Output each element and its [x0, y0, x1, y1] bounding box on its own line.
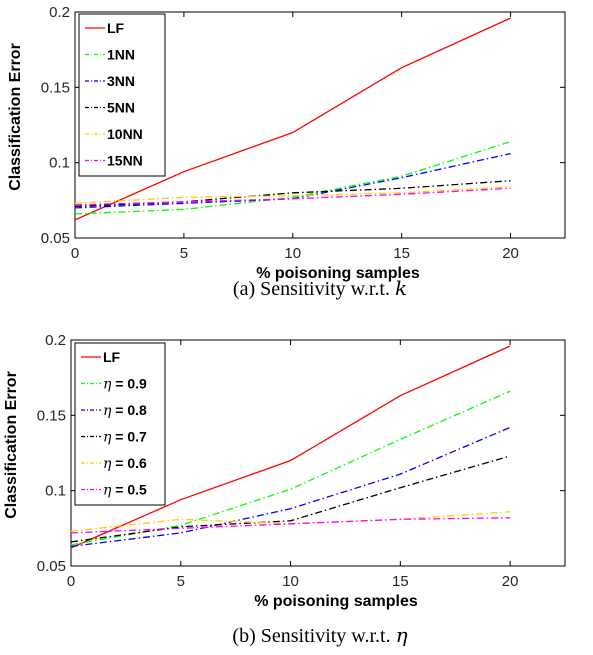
series-line-4 — [70, 511, 511, 532]
legend-label-text: 15NN — [107, 153, 143, 169]
x-tick-label: 20 — [502, 245, 519, 262]
series-line-5 — [70, 517, 511, 534]
chart-panel-a: 0 5 10 15 20 0.05 0.1 0.15 0.2 % poisoning sample… — [7, 4, 566, 282]
caption-text: (b) Sensitivity w.r.t. — [232, 625, 395, 647]
legend-label-5: η = 0.5 — [103, 482, 147, 499]
x-tick-label: 0 — [67, 573, 75, 590]
y-axis-title: Classification Error — [3, 371, 20, 519]
x-axis-title: % poisoning samples — [254, 593, 418, 610]
y-tick-label: 0.05 — [37, 558, 66, 575]
x-tick-label: 15 — [392, 573, 409, 590]
legend-label-0: LF — [107, 20, 125, 36]
caption-text: (a) Sensitivity w.r.t. — [233, 278, 395, 300]
series-line-1 — [74, 140, 511, 215]
plot-area-frame — [74, 11, 566, 239]
legend-symbol: η — [103, 456, 112, 472]
series-line-4 — [74, 186, 511, 204]
legend-symbol: η — [103, 430, 112, 446]
x-tick-label: 5 — [180, 245, 188, 262]
legend-label-4: η = 0.6 — [103, 455, 147, 472]
y-tick-label: 0.2 — [45, 332, 66, 349]
series-line-3 — [74, 180, 511, 208]
legend-symbol: η — [103, 483, 112, 499]
y-tick-label: 0.2 — [49, 4, 70, 21]
x-tick-label: 5 — [177, 573, 185, 590]
legend-label-1: η = 0.9 — [103, 376, 147, 393]
legend-label-5: 15NN — [107, 153, 143, 169]
legend: LF 1NN 3NN 5NN 10NN 15NN — [78, 13, 166, 177]
caption-symbol: k — [395, 276, 407, 300]
legend-label-text: 1NN — [107, 47, 135, 63]
y-tick-label: 0.1 — [45, 483, 66, 500]
legend-label-text: LF — [107, 20, 125, 36]
legend-label-text: = 0.8 — [111, 402, 147, 418]
x-tick-label: 15 — [393, 245, 410, 262]
x-tick-label: 20 — [502, 573, 519, 590]
legend-label-2: 3NN — [107, 73, 135, 89]
legend-label-text: = 0.6 — [111, 455, 147, 471]
plot-area-frame — [70, 339, 566, 567]
y-tick-label: 0.05 — [41, 230, 70, 247]
figure-caption-a: (a) Sensitivity w.r.t. k — [233, 276, 407, 300]
legend-symbol: η — [103, 377, 112, 393]
legend-box — [74, 342, 166, 506]
series-line-5 — [74, 187, 511, 206]
figure-caption-b: (b) Sensitivity w.r.t. η — [232, 623, 407, 647]
series-line-3 — [70, 455, 511, 543]
series-line-2 — [70, 426, 511, 548]
x-tick-label: 10 — [282, 573, 299, 590]
legend-label-text: = 0.9 — [111, 376, 147, 392]
legend-label-text: = 0.5 — [111, 482, 147, 498]
legend-box — [78, 13, 166, 177]
y-tick-label: 0.15 — [37, 407, 66, 424]
caption-symbol: η — [396, 623, 408, 647]
legend-label-1: 1NN — [107, 47, 135, 63]
legend-symbol: η — [103, 403, 112, 419]
x-tick-label: 10 — [284, 245, 301, 262]
legend-label-2: η = 0.8 — [103, 402, 147, 419]
legend-label-3: η = 0.7 — [103, 429, 147, 446]
legend-label-3: 5NN — [107, 100, 135, 116]
y-tick-label: 0.15 — [41, 79, 70, 96]
legend-label-text: 3NN — [107, 73, 135, 89]
series-line-0 — [70, 345, 511, 549]
legend-label-text: = 0.7 — [111, 429, 147, 445]
legend-label-text: LF — [103, 349, 121, 365]
y-tick-label: 0.1 — [49, 155, 70, 172]
y-axis-title: Classification Error — [7, 43, 24, 191]
x-tick-label: 0 — [71, 245, 79, 262]
legend-label-text: 5NN — [107, 100, 135, 116]
x-axis-title: % poisoning samples — [256, 265, 420, 282]
legend-label-4: 10NN — [107, 126, 143, 142]
legend-label-0: LF — [103, 349, 121, 365]
legend-label-text: 10NN — [107, 126, 143, 142]
chart-panel-b: 0 5 10 15 20 0.05 0.1 0.15 0.2 % poisoning sample… — [3, 332, 566, 610]
legend: LFη = 0.9η = 0.8η = 0.7η = 0.6η = 0.5 — [74, 342, 166, 506]
series-line-0 — [74, 17, 511, 221]
